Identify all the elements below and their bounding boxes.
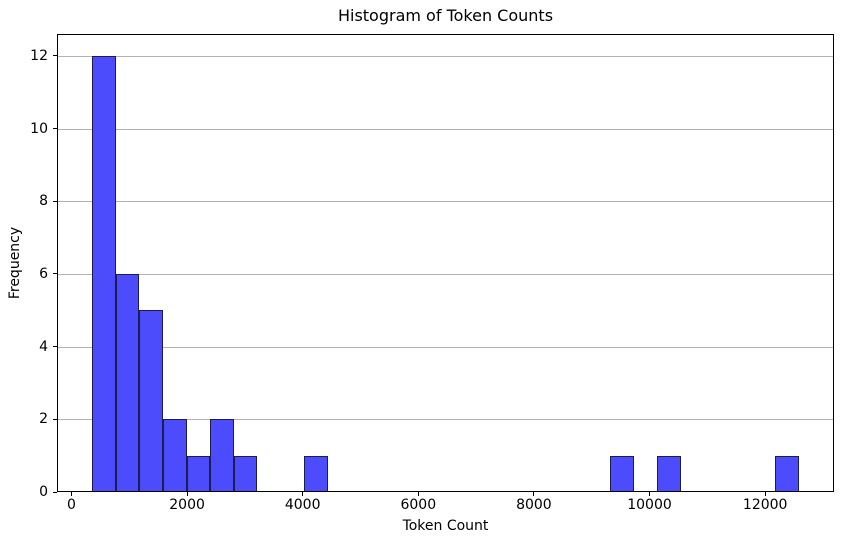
histogram-bar — [115, 273, 140, 492]
chart-title: Histogram of Token Counts — [337, 6, 554, 25]
histogram-bar — [610, 455, 634, 492]
gridline-y-4 — [58, 346, 833, 348]
x-tick-label: 12000 — [742, 497, 788, 513]
x-tick-mark — [649, 492, 650, 496]
gridline-y-10 — [58, 128, 833, 130]
gridline-y-2 — [58, 419, 833, 421]
histogram-bar — [210, 419, 234, 492]
y-axis-label: Frequency — [7, 226, 23, 300]
x-tick-label: 8000 — [516, 497, 552, 513]
y-tick-mark — [53, 273, 57, 275]
x-tick-mark — [302, 492, 304, 496]
histogram-bar — [775, 455, 799, 492]
gridline-y-6 — [58, 273, 833, 275]
y-tick-label: 12 — [30, 47, 48, 64]
y-tick-mark — [53, 418, 57, 420]
x-tick-label: 10000 — [627, 497, 672, 513]
gridline-y-8 — [58, 201, 833, 203]
histogram-bar — [657, 455, 681, 492]
histogram-bar — [304, 455, 328, 492]
x-tick-label: 4000 — [284, 497, 321, 513]
x-tick-mark — [71, 492, 72, 496]
histogram-bar — [233, 455, 258, 492]
x-tick-label: 2000 — [169, 497, 205, 513]
x-tick-mark — [533, 492, 535, 496]
y-tick-mark — [53, 346, 57, 348]
y-tick-label: 4 — [39, 338, 48, 355]
x-tick-mark — [764, 492, 766, 496]
y-tick-mark — [53, 55, 57, 57]
plot-area — [57, 34, 834, 492]
y-tick-label: 8 — [39, 193, 48, 210]
histogram-bar — [186, 455, 210, 492]
x-tick-mark — [186, 492, 188, 496]
y-tick-label: 2 — [39, 411, 48, 428]
x-axis-label: Token Count — [402, 518, 489, 534]
x-tick-label: 0 — [67, 497, 76, 513]
y-tick-label: 0 — [39, 484, 48, 500]
x-tick-mark — [417, 492, 419, 496]
histogram-bar — [163, 419, 187, 492]
y-tick-mark — [53, 128, 57, 129]
y-tick-mark — [53, 200, 57, 202]
gridline-y-12 — [58, 55, 833, 57]
y-tick-label: 6 — [39, 265, 48, 282]
x-tick-label: 6000 — [400, 497, 437, 513]
histogram-bar — [139, 310, 163, 492]
histogram-bar — [92, 55, 116, 492]
y-tick-mark — [53, 491, 57, 493]
y-tick-label: 10 — [30, 120, 48, 137]
